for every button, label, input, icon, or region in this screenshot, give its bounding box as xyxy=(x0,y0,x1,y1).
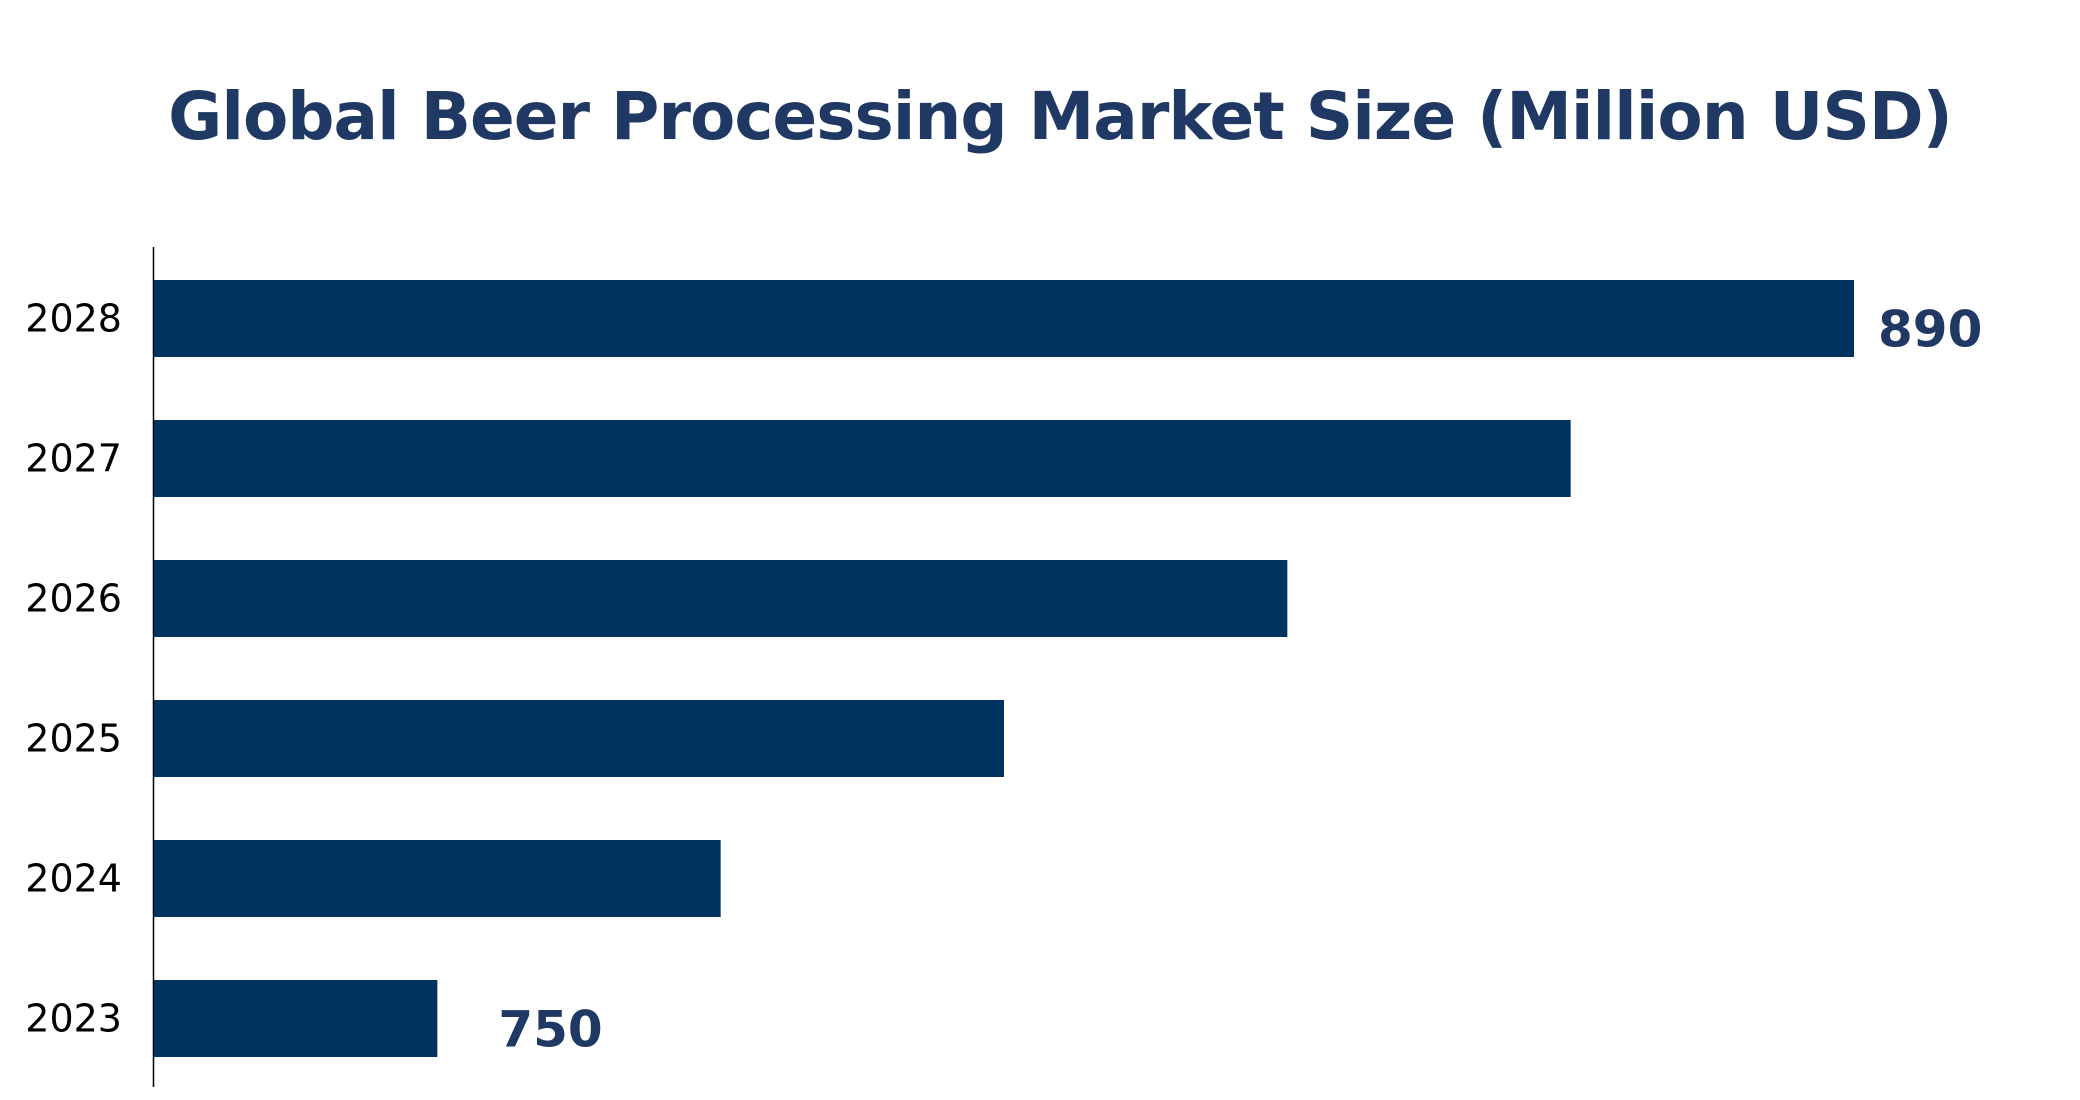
tick-label-2024: 2024 xyxy=(25,857,122,901)
tick-label-2028: 2028 xyxy=(25,297,122,341)
bar-2026 xyxy=(154,560,1288,637)
tick-label-2025: 2025 xyxy=(25,717,122,761)
data-label-2023: 750 xyxy=(498,1001,602,1059)
tick-label-2026: 2026 xyxy=(25,577,122,621)
bar-2025 xyxy=(154,700,1004,777)
tick-label-2023: 2023 xyxy=(25,997,122,1041)
chart-title: Global Beer Processing Market Size (Mill… xyxy=(168,78,1953,155)
bar-2023 xyxy=(154,980,438,1057)
tick-label-2027: 2027 xyxy=(25,437,122,481)
data-label-2028: 890 xyxy=(1878,301,1982,359)
bar-2024 xyxy=(154,840,721,917)
bar-2028 xyxy=(154,280,1854,357)
bar-2027 xyxy=(154,420,1571,497)
